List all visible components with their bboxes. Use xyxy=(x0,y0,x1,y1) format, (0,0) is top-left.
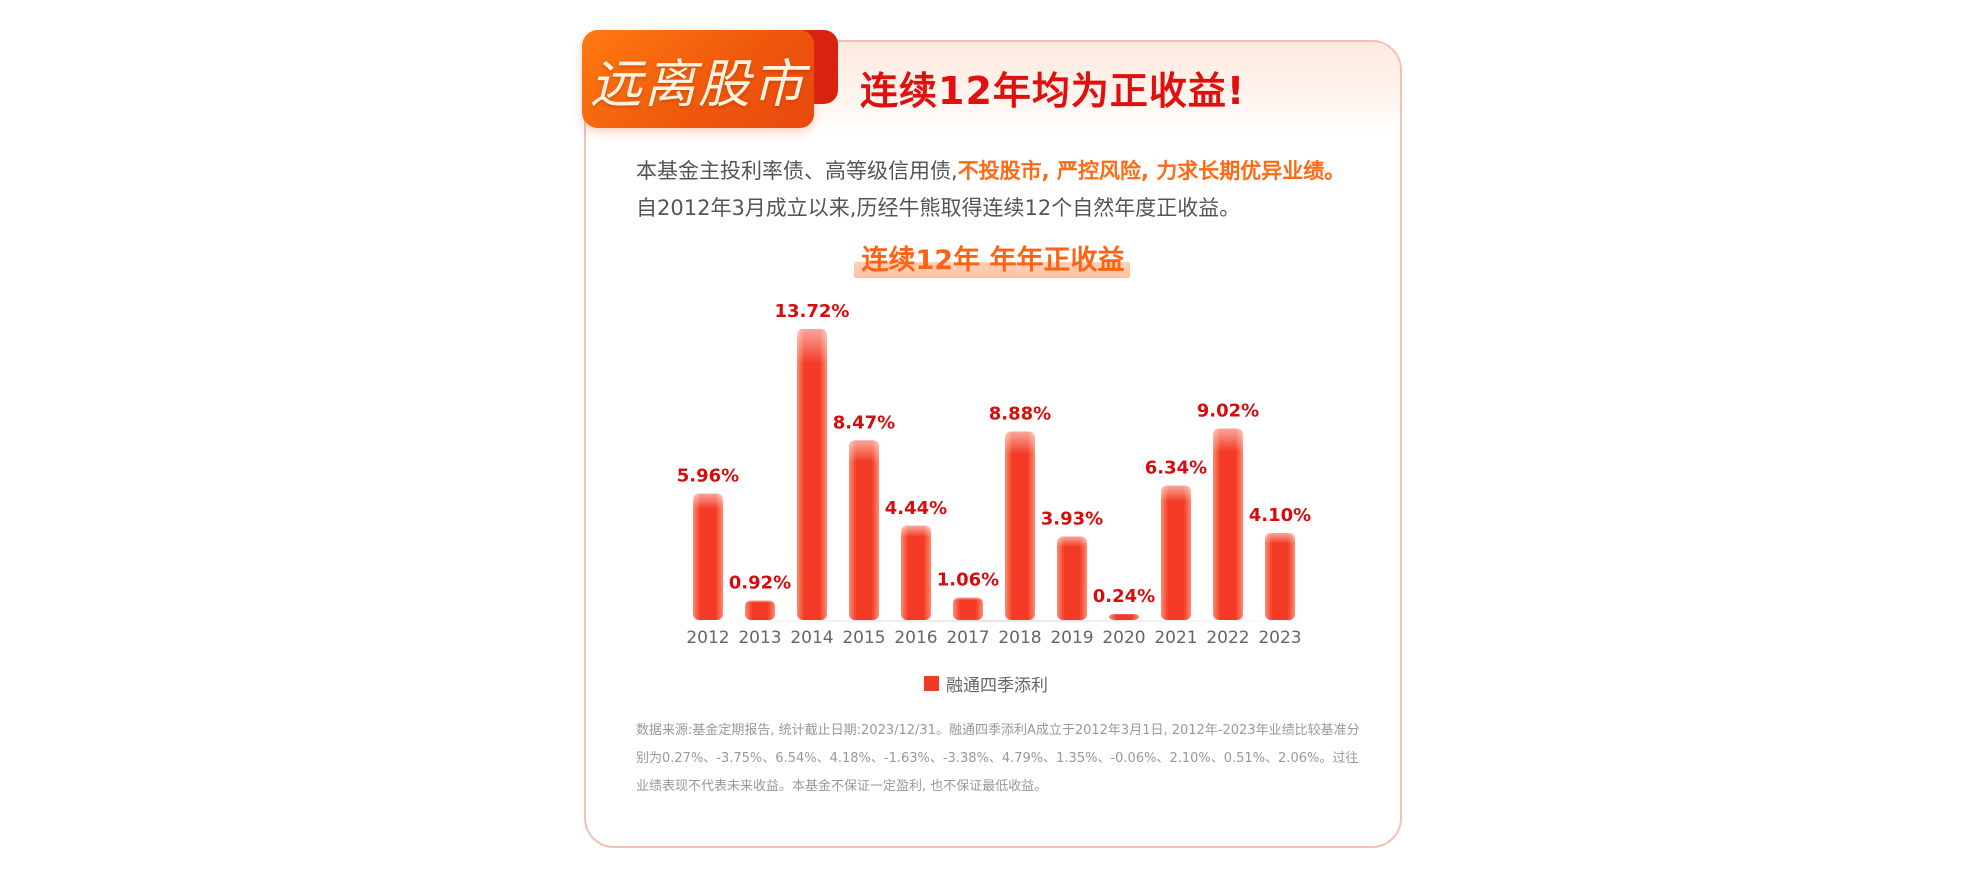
data-label-2017: 1.06% xyxy=(937,570,999,591)
x-tick-2013: 2013 xyxy=(738,628,781,648)
x-tick-2018: 2018 xyxy=(998,628,1041,648)
x-tick-2017: 2017 xyxy=(946,628,989,648)
data-label-2023: 4.10% xyxy=(1249,505,1311,526)
bar-shine-2014 xyxy=(797,328,827,620)
x-tick-2020: 2020 xyxy=(1102,628,1145,648)
x-tick-2021: 2021 xyxy=(1154,628,1197,648)
bar-shine-2015 xyxy=(849,440,879,620)
intro-line-1-normal: 本基金主投利率债、高等级信用债, xyxy=(636,159,958,183)
chart-title-underline xyxy=(854,262,1130,278)
x-tick-2012: 2012 xyxy=(686,628,729,648)
x-tick-2015: 2015 xyxy=(842,628,885,648)
bar-shine-2022 xyxy=(1213,428,1243,620)
bar-shine-2021 xyxy=(1161,485,1191,620)
footnote: 数据来源:基金定期报告, 统计截止日期:2023/12/31。融通四季添利A成立… xyxy=(636,723,1360,794)
intro-line-2: 自2012年3月成立以来,历经牛熊取得连续12个自然年度正收益。 xyxy=(636,196,1241,220)
chart-title: 连续12年 年年正收益 xyxy=(861,245,1125,276)
chart-legend: 融通四季添利 xyxy=(924,671,1048,696)
data-label-2013: 0.92% xyxy=(729,572,791,593)
data-label-2020: 0.24% xyxy=(1093,586,1155,607)
data-label-2016: 4.44% xyxy=(885,498,947,519)
x-axis-baseline xyxy=(670,620,1320,622)
data-label-2018: 8.88% xyxy=(989,404,1051,425)
bar-shine-2020 xyxy=(1109,614,1139,620)
bar-shine-2023 xyxy=(1265,533,1295,620)
intro-text: 本基金主投利率债、高等级信用债,不投股市, 严控风险, 力求长期优异业绩。 自2… xyxy=(636,153,1376,227)
header-tag: 远离股市 xyxy=(582,30,814,128)
bar-shine-2017 xyxy=(953,597,983,620)
intro-line-1-highlight: 不投股市, 严控风险, 力求长期优异业绩。 xyxy=(957,159,1346,183)
data-label-2019: 3.93% xyxy=(1041,509,1103,530)
bar-chart: 5.96% 0.92% 13.72% 8.47% 4.44% 1.06% 8.88% 3.93… xyxy=(670,301,1320,648)
legend-swatch xyxy=(924,676,939,691)
headline: 连续12年均为正收益! xyxy=(860,69,1246,113)
data-label-2015: 8.47% xyxy=(833,412,895,433)
x-tick-2023: 2023 xyxy=(1258,628,1301,648)
x-tick-2016: 2016 xyxy=(894,628,937,648)
data-label-2014: 13.72% xyxy=(775,301,850,322)
x-tick-2019: 2019 xyxy=(1050,628,1093,648)
x-tick-2022: 2022 xyxy=(1206,628,1249,648)
intro-line-1: 本基金主投利率债、高等级信用债,不投股市, 严控风险, 力求长期优异业绩。 xyxy=(636,153,1376,190)
data-label-2012: 5.96% xyxy=(677,466,739,487)
x-tick-2014: 2014 xyxy=(790,628,833,648)
bar-shine-2019 xyxy=(1057,536,1087,620)
data-label-2022: 9.02% xyxy=(1197,401,1259,422)
bar-shine-2013 xyxy=(745,600,775,620)
legend-label: 融通四季添利 xyxy=(946,676,1048,696)
bar-shine-2016 xyxy=(901,525,931,620)
bar-shine-2018 xyxy=(1005,431,1035,620)
bar-shine-2012 xyxy=(693,493,723,620)
data-label-2021: 6.34% xyxy=(1145,458,1207,479)
